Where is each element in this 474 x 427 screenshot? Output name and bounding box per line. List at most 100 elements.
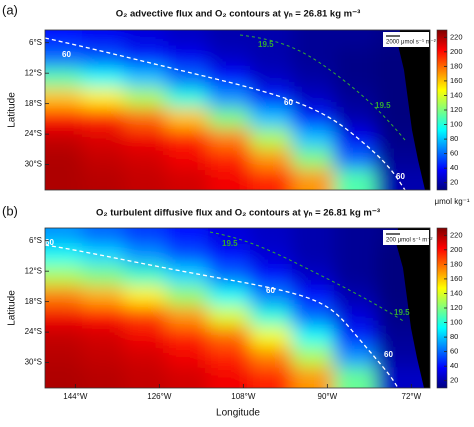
cell xyxy=(207,265,251,287)
cell xyxy=(291,47,335,69)
cell xyxy=(291,30,335,49)
contour-label: 19.5 xyxy=(375,101,391,110)
contour-label: 19.5 xyxy=(222,239,238,248)
y-tick-label: 18°S xyxy=(25,297,42,306)
scale-label: 2000 μmol s⁻¹ m⁻² xyxy=(386,40,436,46)
colorbar-tick-label: 140 xyxy=(450,90,463,99)
cell xyxy=(165,245,209,267)
contour-label: 60 xyxy=(266,286,275,295)
colorbar-tick-label: 120 xyxy=(450,303,463,312)
cell xyxy=(165,346,209,369)
cell xyxy=(249,265,293,287)
cell xyxy=(333,285,377,308)
cell xyxy=(333,67,377,89)
cell xyxy=(249,128,293,150)
cell xyxy=(291,87,335,110)
cell xyxy=(249,326,293,348)
colorbar-tick-label: 80 xyxy=(450,332,458,341)
cell xyxy=(81,47,125,69)
cell xyxy=(81,346,125,369)
cell xyxy=(165,285,209,308)
cell xyxy=(123,245,167,267)
cell xyxy=(375,169,430,190)
cell xyxy=(207,128,251,150)
contour-label: 60 xyxy=(62,50,71,59)
cell xyxy=(291,265,335,287)
cell xyxy=(333,228,377,247)
cell xyxy=(333,306,377,328)
cell xyxy=(291,367,335,388)
y-tick-label: 18°S xyxy=(25,99,42,108)
cell xyxy=(249,367,293,388)
cell xyxy=(249,285,293,308)
contour-label: 19.5 xyxy=(258,40,274,49)
colorbar-label: μmol kg⁻¹ xyxy=(434,197,469,206)
cell xyxy=(123,169,167,190)
cell xyxy=(165,30,209,49)
cell xyxy=(207,108,251,130)
cell xyxy=(291,128,335,150)
cell xyxy=(207,367,251,388)
cell xyxy=(45,128,83,150)
colorbar-tick-label: 100 xyxy=(450,318,463,327)
colorbar-tick-label: 100 xyxy=(450,120,463,129)
cell xyxy=(81,306,125,328)
cell xyxy=(207,47,251,69)
cell xyxy=(123,108,167,130)
y-tick-label: 6°S xyxy=(29,236,42,245)
cell xyxy=(291,326,335,348)
cell xyxy=(165,87,209,110)
cell xyxy=(291,285,335,308)
cell xyxy=(375,367,430,388)
cell xyxy=(45,285,83,308)
cell xyxy=(333,30,377,49)
cell xyxy=(165,148,209,171)
cell xyxy=(123,285,167,308)
y-axis-label: Latitude xyxy=(7,290,18,326)
cell xyxy=(207,148,251,171)
y-tick-label: 30°S xyxy=(25,358,42,367)
cell xyxy=(81,108,125,130)
cell xyxy=(249,228,293,247)
contour-19-5 xyxy=(209,231,406,323)
cell xyxy=(45,228,83,247)
cell xyxy=(291,228,335,247)
cell xyxy=(249,306,293,328)
cell xyxy=(45,47,83,69)
cell xyxy=(333,87,377,110)
y-tick-label: 12°S xyxy=(25,266,42,275)
cell xyxy=(249,47,293,69)
contour-label: 60 xyxy=(284,98,293,107)
cell xyxy=(165,128,209,150)
cell xyxy=(165,265,209,287)
cell xyxy=(81,285,125,308)
cell xyxy=(291,245,335,267)
cell xyxy=(249,148,293,171)
cell xyxy=(123,326,167,348)
cell xyxy=(123,367,167,388)
colorbar-tick-label: 220 xyxy=(450,32,463,41)
panel-label: (b) xyxy=(2,203,18,218)
cell xyxy=(45,245,83,267)
cell xyxy=(165,367,209,388)
cell xyxy=(207,228,251,247)
colorbar-tick-label: 200 xyxy=(450,245,463,254)
cell xyxy=(249,87,293,110)
colorbar-tick-label: 20 xyxy=(450,178,458,187)
cell xyxy=(165,47,209,69)
chart-title: O₂ advective flux and O₂ contours at γₙ … xyxy=(116,9,361,20)
cell xyxy=(291,346,335,369)
cell xyxy=(81,148,125,171)
cell xyxy=(291,148,335,171)
cell xyxy=(207,326,251,348)
cell xyxy=(249,346,293,369)
contour-label: 19.5 xyxy=(394,308,410,317)
colorbar-tick-label: 60 xyxy=(450,347,458,356)
x-tick-label: 108°W xyxy=(231,392,256,401)
cells xyxy=(45,30,430,190)
cell xyxy=(81,326,125,348)
y-tick-label: 30°S xyxy=(25,160,42,169)
cell xyxy=(81,128,125,150)
cell xyxy=(375,148,430,171)
